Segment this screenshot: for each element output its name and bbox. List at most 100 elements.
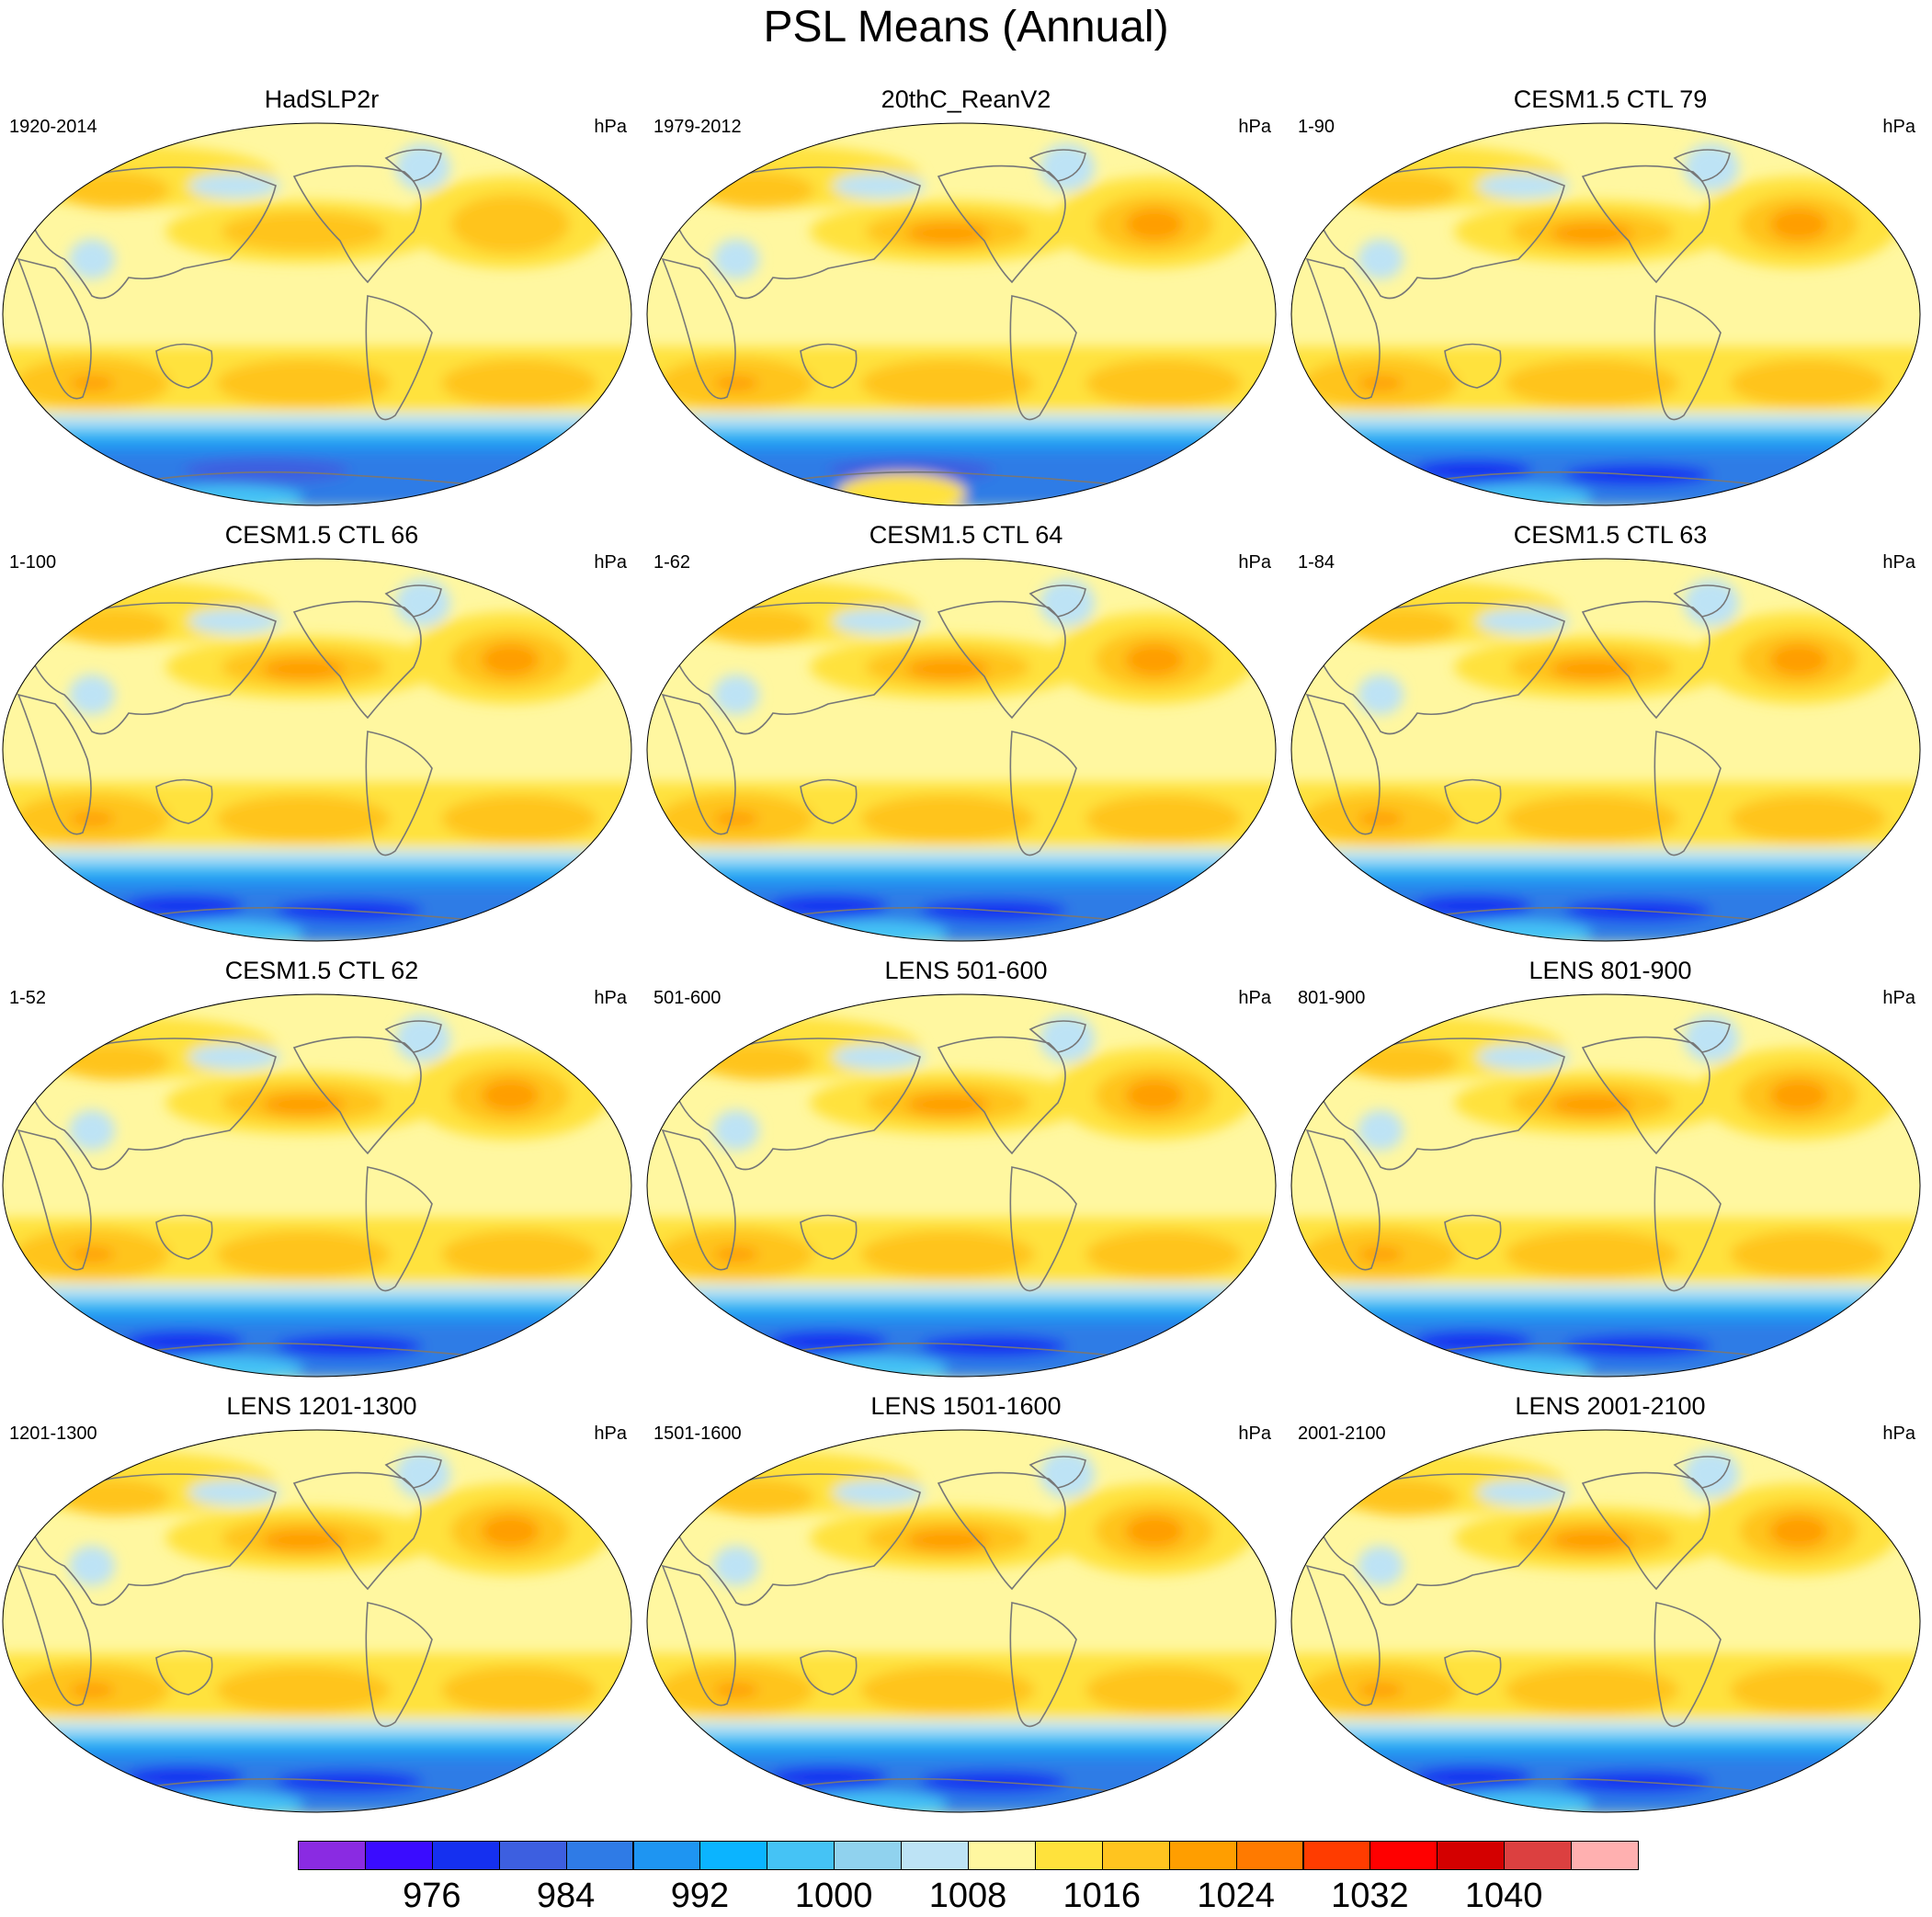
coastlines — [1305, 1456, 1804, 1797]
eurasia-coast — [27, 1473, 277, 1606]
field-980 — [1413, 1331, 1532, 1353]
antarctica-coast — [1407, 1342, 1804, 1361]
field-1004 — [1040, 579, 1095, 627]
panel-title: CESM1.5 CTL 79 — [1513, 85, 1708, 113]
colorbar-swatch — [1369, 1841, 1438, 1870]
field-1016 — [860, 359, 1035, 407]
figure-title: PSL Means (Annual) — [763, 3, 1169, 51]
field-1004 — [1477, 608, 1569, 634]
psl-map — [2, 1429, 632, 1813]
colorbar-tick-label: 984 — [536, 1877, 596, 1915]
field-1016 — [860, 795, 1035, 843]
africa-coast — [17, 257, 92, 400]
field-1004 — [1358, 239, 1404, 279]
field-1020 — [1358, 1683, 1404, 1697]
south-america-coast — [365, 295, 433, 421]
field-1004 — [1358, 675, 1404, 715]
field-992 — [3, 438, 631, 452]
north-america-coast — [1581, 1471, 1710, 1591]
field-996 — [1291, 1733, 1920, 1745]
panel-unit: hPa — [1882, 1424, 1915, 1444]
map-outline — [646, 1429, 1277, 1813]
greenland-coast — [384, 584, 442, 618]
map-outline — [2, 993, 632, 1378]
panel-unit: hPa — [594, 988, 627, 1008]
field-1016 — [441, 1666, 597, 1714]
psl-map — [2, 558, 632, 942]
map-panel: LENS 1501-1600 1501-1600 hPa — [644, 1391, 1288, 1814]
south-america-coast — [365, 1602, 433, 1728]
field-1004 — [833, 1044, 925, 1070]
africa-coast — [17, 1129, 92, 1271]
eurasia-coast — [1315, 1038, 1565, 1171]
field-1020 — [906, 222, 989, 244]
field-1004 — [395, 143, 450, 191]
antarctica-coast — [1407, 471, 1804, 490]
field-980 — [124, 895, 244, 917]
field-1004 — [395, 579, 450, 627]
field-1016 — [1730, 1666, 1886, 1714]
field-996 — [647, 862, 1276, 874]
psl-map — [1290, 122, 1921, 506]
field-1020 — [1769, 208, 1828, 241]
field-1004 — [713, 675, 759, 715]
colorbar-tick-label: 1040 — [1464, 1877, 1543, 1915]
field-1016 — [1730, 359, 1886, 407]
greenland-coast — [1673, 584, 1731, 618]
field-1004 — [395, 1450, 450, 1498]
coastlines — [661, 149, 1160, 490]
field-1016 — [1348, 1479, 1459, 1515]
field-1016 — [60, 1479, 170, 1515]
field-1016 — [704, 1479, 814, 1515]
field-1004 — [69, 1110, 115, 1151]
field-1020 — [1358, 1247, 1404, 1262]
field-1020 — [69, 811, 115, 826]
eurasia-coast — [671, 166, 921, 300]
coastlines — [17, 149, 516, 490]
field-1020 — [1551, 1094, 1633, 1116]
north-america-coast — [1581, 164, 1710, 284]
greenland-coast — [384, 149, 442, 182]
field-980 — [1413, 1766, 1532, 1788]
field-992 — [647, 1310, 1276, 1323]
colorbar-swatch — [1571, 1841, 1639, 1870]
field-1004 — [1684, 143, 1739, 191]
field-996 — [647, 1733, 1276, 1745]
north-america-coast — [937, 600, 1066, 720]
field-1004 — [3, 414, 631, 426]
antarctica-coast — [763, 906, 1160, 925]
antarctica-coast — [763, 471, 1160, 490]
field-1016 — [860, 1231, 1035, 1278]
field-1004 — [1477, 173, 1569, 199]
panel-period: 2001-2100 — [1298, 1424, 1386, 1444]
colorbar-swatch — [834, 1841, 903, 1870]
panel-title: CESM1.5 CTL 66 — [224, 521, 419, 549]
eurasia-coast — [27, 166, 277, 300]
field-1016 — [441, 1231, 597, 1278]
field-1016 — [1505, 1666, 1679, 1714]
africa-coast — [661, 1564, 736, 1707]
panel-period: 1201-1300 — [9, 1424, 97, 1444]
antarctica-coast — [119, 1342, 516, 1361]
field-1020 — [481, 643, 540, 676]
panel-unit: hPa — [1238, 988, 1271, 1008]
colorbar-swatch — [1437, 1841, 1506, 1870]
map-outline — [2, 1429, 632, 1813]
panel-title: CESM1.5 CTL 63 — [1513, 521, 1708, 549]
field-1016 — [216, 795, 391, 843]
field-1016 — [1730, 795, 1886, 843]
australia-coast — [155, 1650, 213, 1696]
map-panel: CESM1.5 CTL 63 1-84 hPa — [1289, 520, 1932, 943]
australia-coast — [800, 778, 858, 824]
field-1016 — [1348, 172, 1459, 209]
panel-period: 1-52 — [9, 988, 47, 1008]
field-996 — [1291, 1298, 1920, 1310]
panel-period: 1-100 — [9, 552, 57, 573]
field-992 — [3, 874, 631, 888]
colorbar-tick-label: 992 — [670, 1877, 730, 1915]
greenland-coast — [1029, 1020, 1086, 1053]
colorbar — [298, 1841, 1639, 1872]
map-panel: 20thC_ReanV2 1979-2012 hPa — [644, 85, 1288, 507]
eurasia-coast — [1315, 1473, 1565, 1606]
field-1020 — [1769, 1514, 1828, 1548]
